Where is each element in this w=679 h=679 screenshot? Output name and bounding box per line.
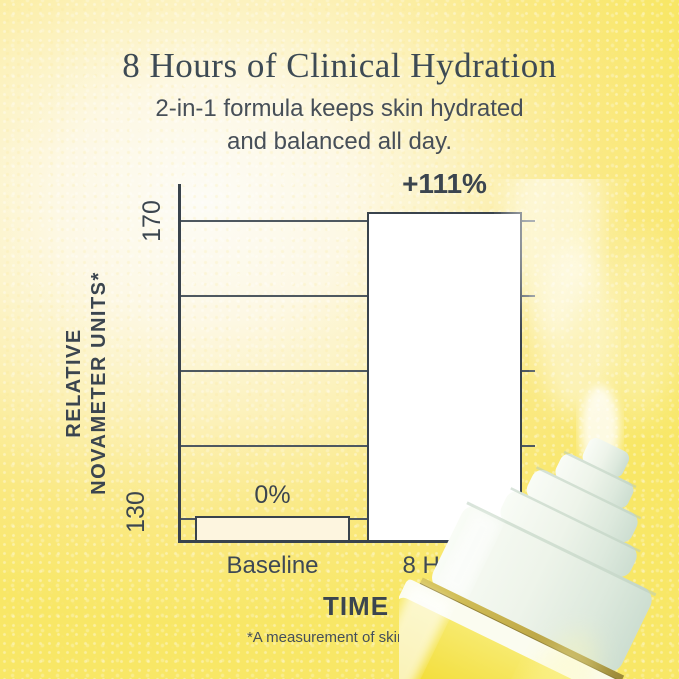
- bar-value-8-hours: +111%: [402, 168, 487, 199]
- bar-8-hours: [367, 212, 522, 542]
- y-tick-130: 130: [121, 491, 150, 533]
- gridline-170: [181, 220, 535, 222]
- bar-baseline: [195, 516, 350, 542]
- y-axis-title: RELATIVE NOVAMETER UNITS*: [62, 228, 114, 538]
- x-tick-baseline: Baseline: [226, 552, 319, 579]
- bottle-cap-ring-2: [526, 470, 638, 543]
- gridline-130: [181, 518, 535, 520]
- gridline-160: [181, 295, 535, 297]
- bottle-cap-ring-1: [555, 453, 634, 509]
- y-axis-title-line-2: NOVAMETER UNITS*: [88, 271, 110, 495]
- bottle-cap-ring-3: [500, 491, 637, 577]
- spray-bottle-graphic: [399, 179, 679, 679]
- subtitle-line-2: and balanced all day.: [226, 128, 453, 155]
- gridline-150: [181, 370, 535, 372]
- y-axis-title-line-1: RELATIVE: [63, 328, 85, 438]
- page-subtitle: 2-in-1 formula keeps skin hydrated and b…: [0, 92, 679, 158]
- page-title: 8 Hours of Clinical Hydration: [122, 46, 557, 85]
- gridline-140: [181, 445, 535, 447]
- y-axis-line: [178, 184, 181, 543]
- bar-value-baseline: 0%: [254, 481, 291, 509]
- x-axis-title: TIME: [322, 591, 390, 621]
- y-tick-170: 170: [137, 200, 166, 242]
- spray-mist: [505, 179, 679, 475]
- bottle-glass-shoulder: [399, 579, 632, 679]
- subtitle-line-1: 2-in-1 formula keeps skin hydrated: [155, 95, 524, 122]
- x-axis-line: [178, 540, 535, 543]
